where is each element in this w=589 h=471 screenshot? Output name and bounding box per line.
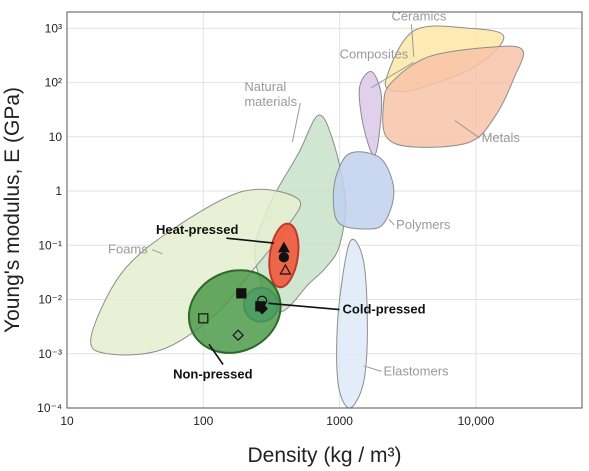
y-tick-label: 10 [49, 130, 63, 144]
label-cold-pressed: Cold-pressed [343, 302, 426, 317]
y-tick-label: 10⁻³ [38, 347, 62, 361]
plot-frame [66, 11, 583, 409]
marker-circle-filled [278, 252, 289, 263]
label-ceramics: Ceramics [391, 8, 446, 23]
region-metals [382, 45, 525, 148]
y-tick-label: 1 [55, 184, 62, 198]
label-natural-materials: Natural materials [244, 79, 297, 109]
x-axis-title: Density (kg / m³) [247, 444, 401, 467]
label-elastomers: Elastomers [384, 363, 450, 378]
leader-polymers [388, 219, 395, 226]
material-family-regions [90, 25, 525, 409]
marker-triangle-filled [277, 241, 290, 253]
region-polymers [332, 151, 395, 230]
y-tick-label: 10⁻¹ [38, 238, 62, 252]
marker-square-open [198, 313, 209, 324]
label-non-pressed: Non-pressed [173, 366, 253, 381]
label-composites: Composites [340, 46, 409, 61]
marker-diamond-filled [256, 302, 268, 315]
label-foams: Foams [108, 242, 148, 257]
x-tick-label: 1000 [326, 414, 353, 428]
ellipse-non-pressed [187, 269, 282, 354]
y-tick-label: 10³ [45, 21, 62, 35]
leader-non-pressed [208, 343, 224, 365]
data-markers [198, 241, 292, 342]
x-tick-label: 10 [60, 414, 74, 428]
leader-cold-pressed [268, 302, 340, 311]
leader-ceramics [410, 24, 415, 57]
leader-composites [370, 61, 414, 89]
leader-metals [454, 120, 480, 139]
y-tick-label: 10⁻² [38, 293, 62, 307]
marker-triangle-open [279, 263, 292, 275]
label-heat-pressed: Heat-pressed [156, 222, 238, 237]
region-elastomers [336, 238, 368, 409]
y-axis-title: Young's modulus, E (GPa) [1, 87, 24, 333]
x-tick-label: 10,000 [458, 414, 495, 428]
axis-ticks: 10 100 1000 10,000 10³ 10² 10 1 10⁻¹ 10⁻² 10⁻³ 10⁻⁴ [37, 21, 494, 428]
label-metals: Metals [482, 130, 521, 145]
label-polymers: Polymers [396, 217, 451, 232]
x-tick-label: 100 [193, 414, 213, 428]
marker-diamond-open [232, 329, 244, 342]
region-composites [358, 71, 383, 157]
y-tick-label: 10⁻⁴ [37, 401, 62, 415]
leader-foams [151, 249, 163, 255]
leader-elastomers [363, 365, 382, 372]
y-tick-label: 10² [45, 76, 62, 90]
marker-square-filled [236, 288, 247, 299]
leader-natural-materials [291, 102, 301, 143]
leader-heat-pressed [226, 237, 275, 244]
